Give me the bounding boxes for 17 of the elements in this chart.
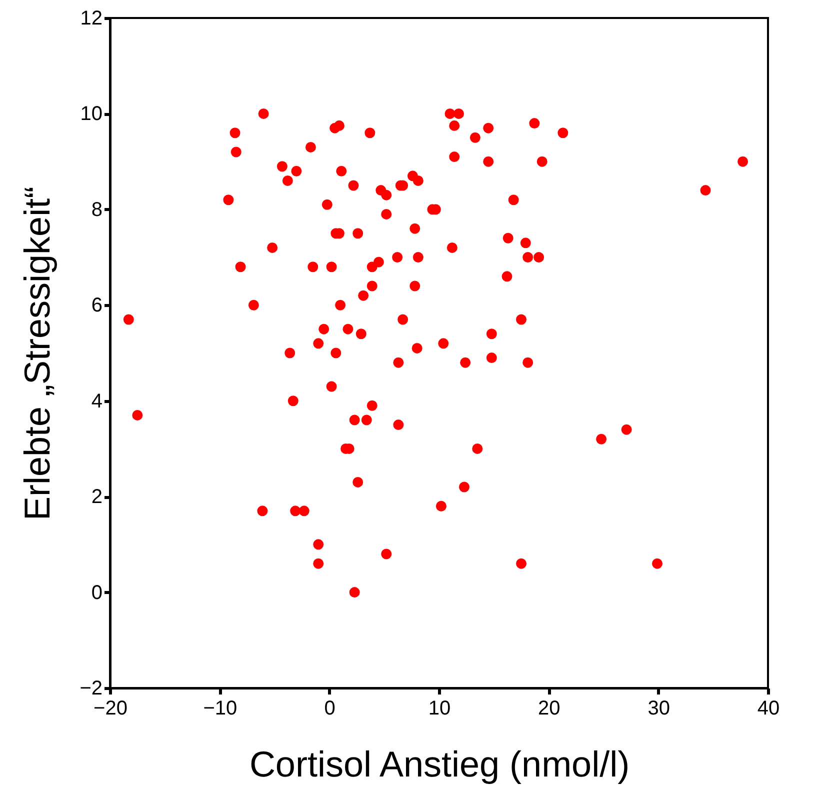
x-tick-label: 30 bbox=[648, 698, 670, 720]
x-tick-label: 10 bbox=[428, 698, 451, 720]
y-tick-label: 0 bbox=[91, 582, 102, 604]
x-tick-label: 40 bbox=[757, 698, 780, 720]
x-axis-title: Cortisol Anstieg (nmol/l) bbox=[249, 744, 630, 784]
x-tick-label: 0 bbox=[324, 698, 336, 720]
x-tick-label: −20 bbox=[94, 698, 128, 720]
y-tick-label: −2 bbox=[80, 678, 102, 700]
y-tick-label: 6 bbox=[91, 294, 102, 317]
y-tick-label: 4 bbox=[91, 390, 102, 412]
x-tick-label: 20 bbox=[538, 698, 560, 720]
y-axis-title: Erlebte „Stressigkeit“ bbox=[16, 186, 58, 521]
y-tick-label: 10 bbox=[80, 103, 102, 126]
y-tick-label: 12 bbox=[80, 8, 102, 30]
y-tick-label: 8 bbox=[91, 198, 102, 221]
x-tick-label: −10 bbox=[203, 698, 238, 720]
y-tick-label: 2 bbox=[91, 486, 102, 508]
